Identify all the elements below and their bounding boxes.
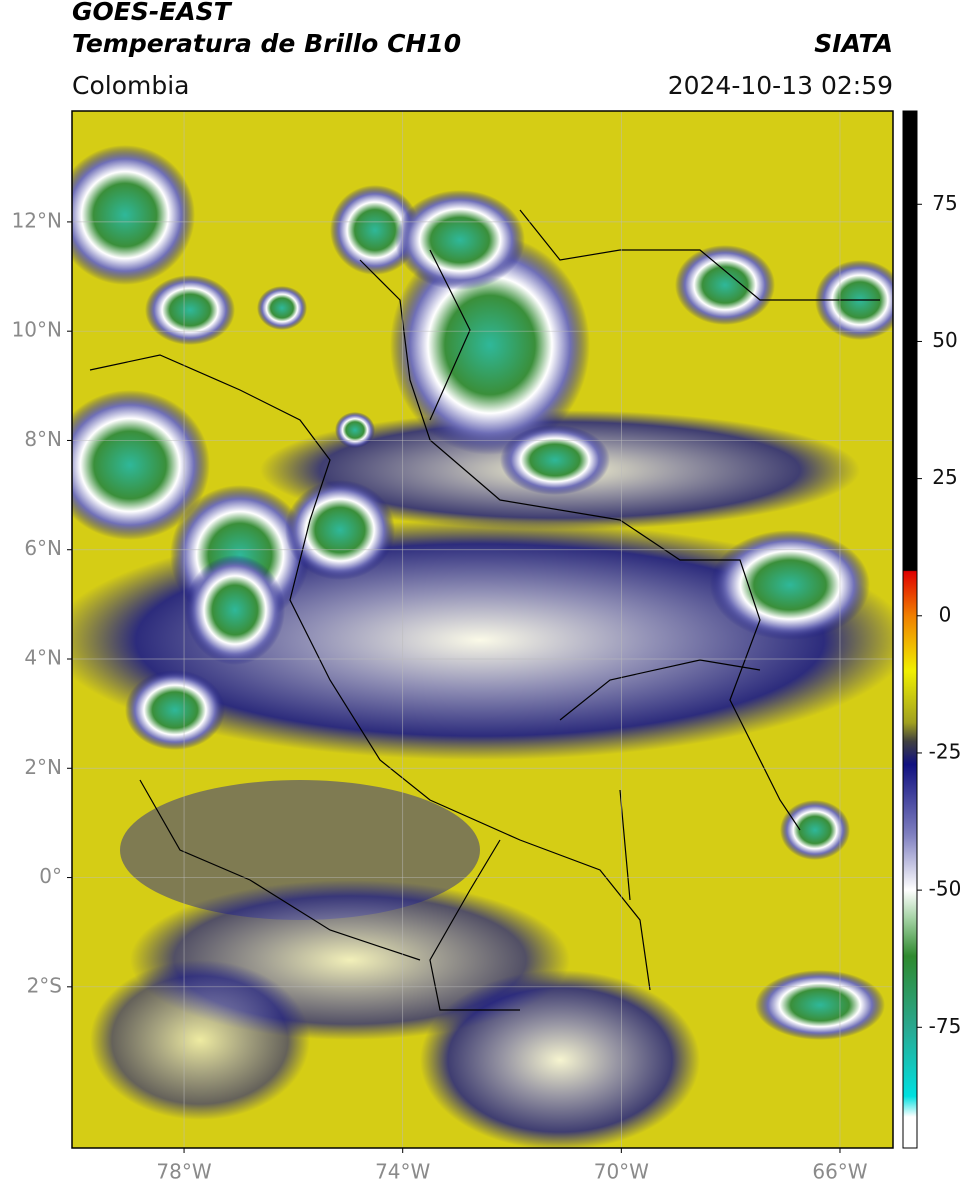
colorbar (902, 110, 918, 1149)
x-tick-label: 74°W (375, 1160, 430, 1184)
y-tick-label: 2°N (24, 755, 62, 779)
y-tick-label: 8°N (24, 427, 62, 451)
y-tick-label: 2°S (27, 973, 62, 997)
y-tick-label: 4°N (24, 646, 62, 670)
colorbar-tick-label: -25 (929, 739, 962, 763)
subtitle: Temperatura de Brillo CH10 (72, 29, 461, 58)
colorbar-tick-label: 75 (932, 191, 957, 215)
x-tick-label: 78°W (156, 1160, 211, 1184)
satellite-image (72, 111, 893, 1148)
colorbar-tick-label: 25 (932, 465, 957, 489)
colorbar-tick-label: 0 (939, 602, 952, 626)
x-tick-label: 66°W (812, 1160, 867, 1184)
x-tick-label: 70°W (594, 1160, 649, 1184)
map-frame (71, 110, 894, 1149)
y-tick-label: 0° (39, 864, 62, 888)
grid (72, 111, 893, 1148)
colorbar-tick-label: 50 (932, 328, 957, 352)
datetime: 2024-10-13 02:59 (668, 71, 893, 100)
region: Colombia (72, 71, 189, 100)
y-tick-label: 12°N (12, 208, 62, 232)
title: GOES-EAST (72, 0, 233, 26)
y-tick-label: 6°N (24, 536, 62, 560)
y-tick-label: 10°N (12, 318, 62, 342)
source: SIATA (814, 29, 893, 58)
colorbar-tick-label: -75 (929, 1014, 962, 1038)
colorbar-tick-label: -50 (929, 877, 962, 901)
